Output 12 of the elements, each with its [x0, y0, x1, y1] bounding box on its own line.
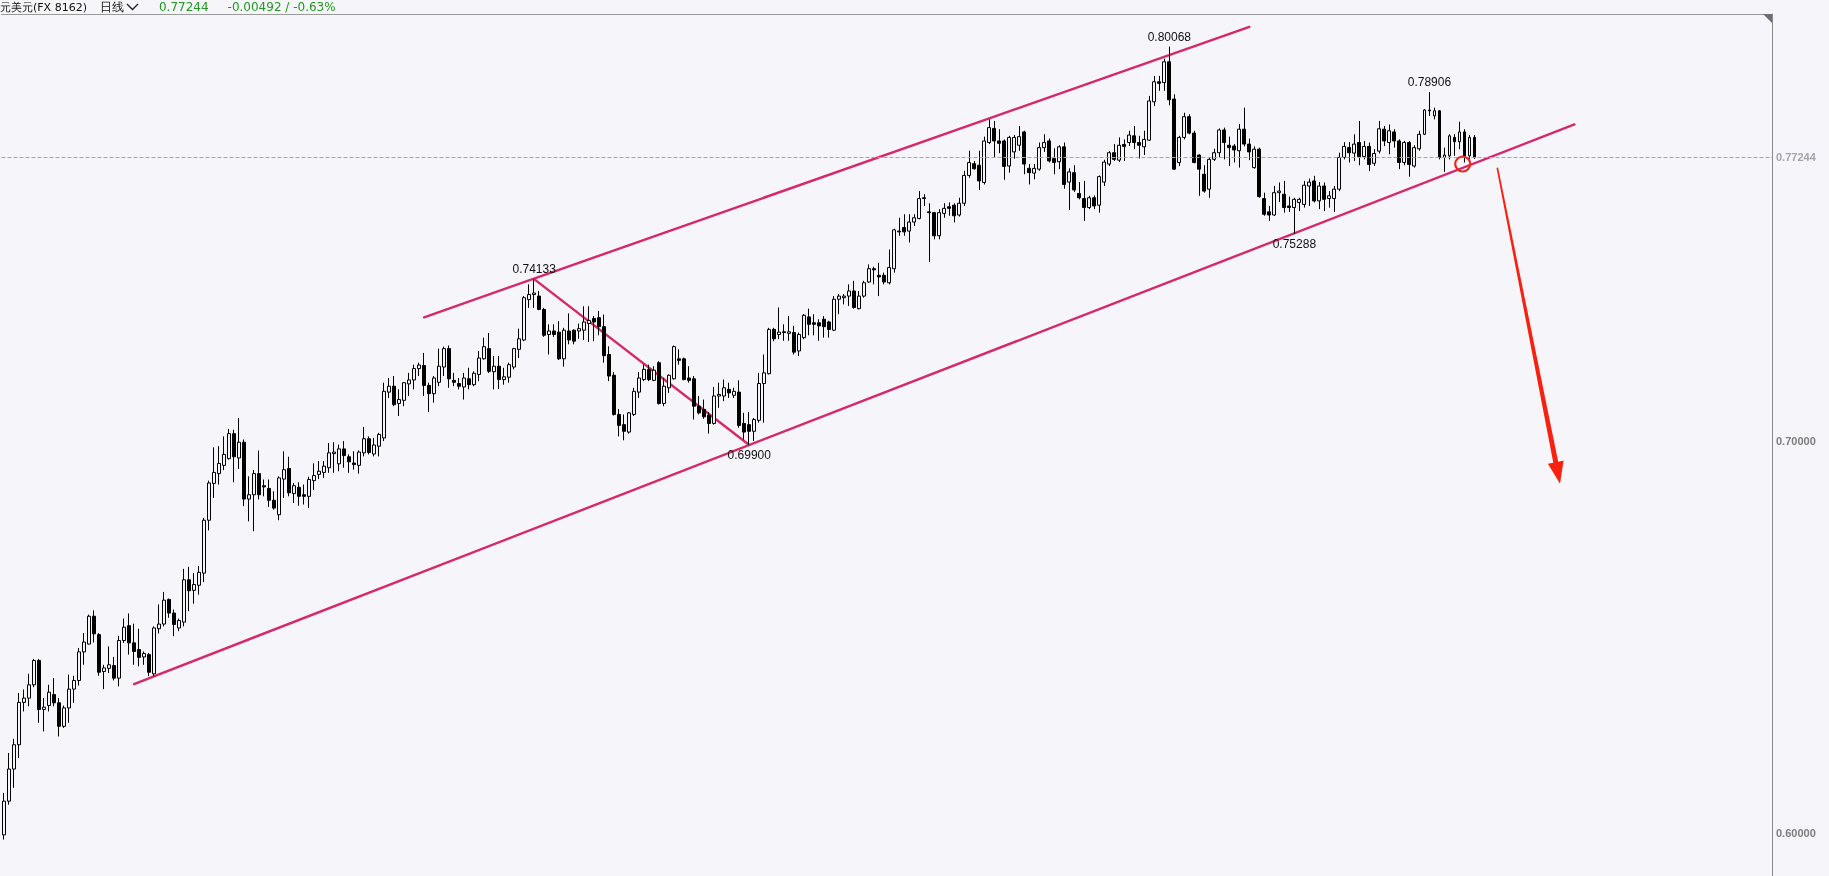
text: -0.00492 / -0.63% [227, 0, 336, 14]
annotation: 0.75288 [1272, 236, 1317, 251]
y-tick-label: 0.60000 [1776, 826, 1816, 839]
chart-title: 元美元(FX 8162) [0, 0, 87, 14]
annotation: 0.69900 [727, 448, 772, 462]
text: 0.77244 [158, 0, 209, 14]
ref-line-label: 0.77244 [1776, 151, 1817, 164]
annotation: 0.74133 [512, 262, 557, 277]
text: 日线 [99, 0, 124, 14]
annotation: 0.80068 [1147, 29, 1192, 44]
annotation: 0.78906 [1407, 75, 1452, 90]
y-tick-label: 0.70000 [1776, 435, 1816, 448]
